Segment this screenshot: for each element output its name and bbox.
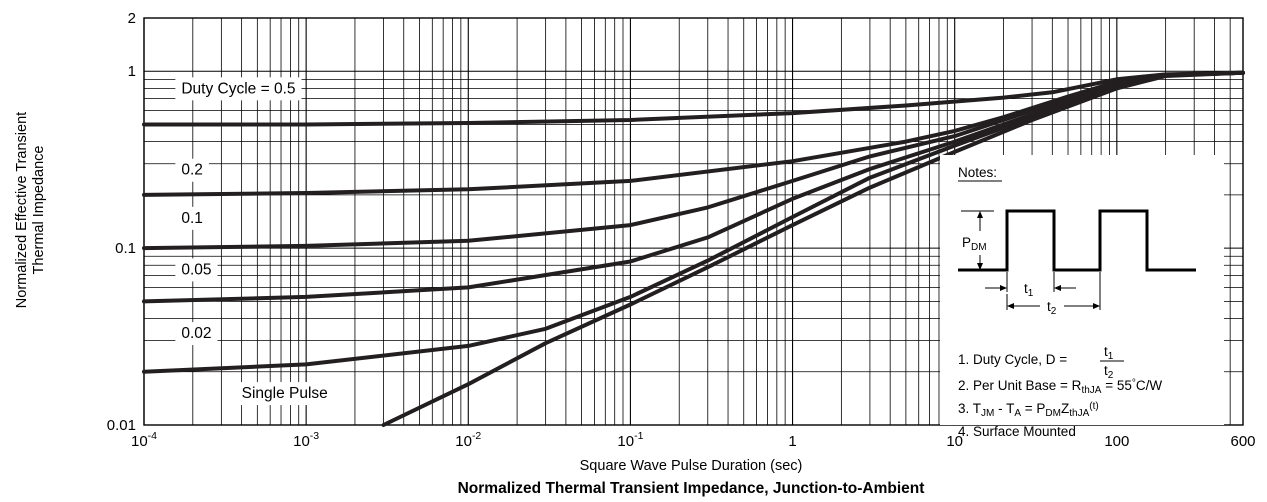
t2-label: t2 — [1047, 299, 1057, 317]
y-tick-labels: 0.01 0.1 1 2 — [107, 10, 136, 434]
curve-label-1: 0.2 — [181, 162, 203, 179]
note-2: 2. Per Unit Base = RthJA = 55°C/W — [958, 378, 1162, 396]
curve-label-background-1 — [175, 158, 209, 182]
t1-arrow-left — [1000, 285, 1007, 291]
x-tick-label-4: 1 — [788, 433, 796, 450]
x-tick-label-3: 10-1 — [617, 430, 643, 450]
curve-label-3: 0.05 — [181, 261, 211, 278]
y-tick-label-3: 2 — [128, 10, 136, 27]
x-tick-label-2: 10-2 — [455, 430, 481, 450]
plot-frame — [143, 17, 1244, 426]
y-axis-label-line-1: Normalized Effective Transient — [14, 112, 30, 308]
y-axis-label-line-2: Thermal Impedance — [31, 146, 47, 275]
y-axis-label: Normalized Effective Transient Thermal I… — [14, 112, 47, 308]
curve-4 — [142, 70, 1245, 374]
notes-box-background — [940, 155, 1224, 425]
note-1-numerator: t1 — [1104, 344, 1114, 362]
curve-labels: Duty Cycle = 0.5 0.2 0.1 0.05 0.02 Single Pul… — [175, 77, 334, 406]
notes-title: Notes: — [958, 165, 997, 180]
curve-label-4: 0.02 — [181, 325, 211, 342]
pdm-arrow-down — [977, 263, 983, 270]
y-tick-label-0: 0.01 — [107, 417, 136, 434]
curve-label-background-3 — [175, 258, 218, 282]
x-tick-label-7: 600 — [1230, 433, 1255, 450]
y-tick-label-1: 0.1 — [115, 240, 136, 257]
curve-5 — [381, 70, 1245, 427]
t2-arrow-left — [1007, 303, 1014, 309]
x-tick-label-1: 10-3 — [293, 430, 319, 450]
curve-label-background-5 — [235, 382, 334, 406]
curve-label-background-4 — [175, 322, 218, 346]
t2-arrow-right — [1093, 303, 1100, 309]
curve-label-0: Duty Cycle = 0.5 — [181, 80, 295, 97]
curve-label-background-2 — [175, 206, 209, 230]
y-tick-label-2: 1 — [128, 63, 136, 80]
x-tick-label-6: 100 — [1104, 433, 1129, 450]
curve-label-background-0 — [175, 77, 302, 101]
t1-arrow-right — [1054, 285, 1061, 291]
note-1: 1. Duty Cycle, D = — [958, 352, 1067, 367]
chart-title: Normalized Thermal Transient Impedance, … — [458, 480, 925, 497]
note-1-denominator: t2 — [1104, 363, 1114, 381]
curves — [142, 70, 1245, 427]
x-axis-label: Square Wave Pulse Duration (sec) — [580, 458, 803, 474]
t1-label: t1 — [1024, 281, 1034, 299]
curve-label-5: Single Pulse — [242, 385, 328, 402]
note-3: 3. TJM - TA = PDMZthJA(t) — [958, 401, 1099, 419]
pdm-arrow-up — [977, 211, 983, 218]
curve-label-2: 0.1 — [181, 210, 203, 227]
note-4: 4. Surface Mounted — [958, 424, 1076, 439]
x-tick-label-0: 10-4 — [131, 430, 157, 450]
x-tick-label-5: 10 — [946, 433, 963, 450]
notes-box: Notes: PDM t1 t2 1. Duty C — [940, 155, 1224, 439]
x-tick-labels: 10-4 10-3 10-2 10-1 1 10 100 600 — [131, 430, 1256, 450]
pdm-label: PDM — [962, 235, 987, 253]
pulse-waveform — [958, 209, 1196, 272]
